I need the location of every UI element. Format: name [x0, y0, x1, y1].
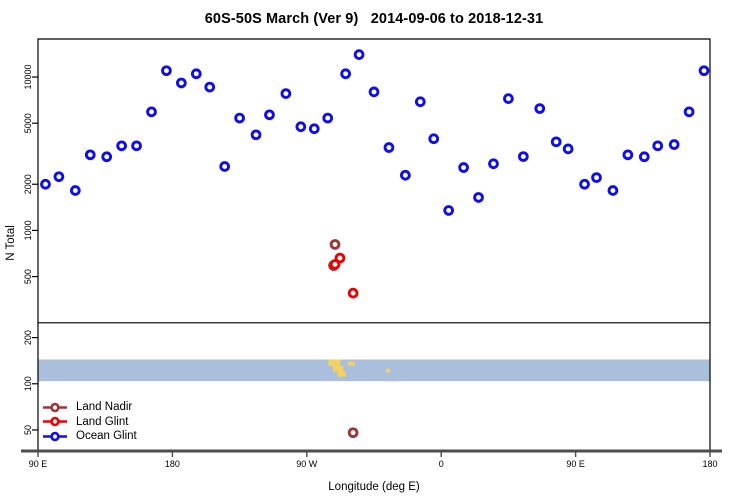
- data-point-ocean-glint: [53, 171, 65, 183]
- data-point-ocean-glint: [638, 151, 650, 163]
- data-point-ocean-glint: [84, 149, 96, 161]
- map-land-patch-south-georgia: [385, 368, 390, 373]
- data-point-ocean-glint: [40, 178, 51, 190]
- data-point-ocean-glint: [428, 133, 440, 145]
- data-point-ocean-glint: [190, 68, 202, 80]
- data-point-ocean-glint: [488, 158, 499, 170]
- data-point-ocean-glint: [176, 77, 187, 89]
- x-tick-label: 90 E: [566, 459, 585, 469]
- data-point-ocean-glint: [443, 205, 455, 216]
- data-point-ocean-glint: [591, 172, 602, 183]
- data-point-ocean-glint: [131, 140, 142, 152]
- data-point-land-nadir: [329, 239, 341, 250]
- legend-item-land-glint: Land Glint: [42, 415, 137, 430]
- data-point-ocean-glint: [234, 112, 245, 124]
- y-tick-label: 100: [23, 376, 33, 391]
- legend: Land Nadir Land Glint Ocean Glint: [42, 400, 137, 444]
- data-point-land-glint: [347, 287, 359, 299]
- data-point-ocean-glint: [340, 68, 351, 80]
- data-point-ocean-glint: [517, 151, 529, 162]
- map-ocean-band: [38, 359, 710, 382]
- data-point-ocean-glint: [368, 86, 380, 98]
- map-land-patch-patagonia-mid: [332, 365, 344, 372]
- data-point-ocean-glint: [698, 65, 710, 77]
- legend-item-ocean-glint: Ocean Glint: [42, 429, 137, 444]
- data-point-ocean-glint: [652, 140, 664, 152]
- data-point-ocean-glint: [550, 136, 562, 148]
- x-tick-label: 180: [165, 459, 180, 469]
- y-tick-label: 50: [23, 425, 33, 435]
- data-point-ocean-glint: [400, 169, 411, 181]
- data-point-ocean-glint: [579, 178, 590, 190]
- data-point-ocean-glint: [219, 161, 231, 172]
- y-axis-title: N Total: [5, 225, 17, 261]
- y-tick-label: 500: [23, 269, 33, 284]
- data-point-ocean-glint: [204, 81, 216, 93]
- y-tick-label: 200: [23, 330, 33, 345]
- map-land-patch-falkland-islands: [347, 361, 355, 366]
- y-tick-label: 1000: [23, 220, 33, 240]
- ocean-glint-marker-icon: [43, 431, 67, 442]
- land-nadir-marker-icon: [43, 402, 67, 412]
- data-point-ocean-glint: [353, 49, 365, 60]
- data-point-ocean-glint: [280, 88, 292, 99]
- data-point-ocean-glint: [101, 151, 113, 163]
- data-point-ocean-glint: [146, 106, 157, 118]
- data-point-land-nadir: [347, 427, 359, 439]
- data-point-ocean-glint: [503, 93, 514, 104]
- data-point-ocean-glint: [308, 123, 320, 135]
- x-axis-title: Longitude (deg E): [328, 481, 420, 493]
- data-point-ocean-glint: [668, 139, 680, 150]
- legend-label: Land Nadir: [76, 401, 133, 413]
- y-tick-label: 5000: [23, 113, 33, 133]
- legend-label: Land Glint: [76, 415, 129, 428]
- x-tick-label: 90 E: [29, 459, 48, 469]
- data-point-ocean-glint: [622, 149, 634, 161]
- x-tick-label: 90 W: [296, 459, 318, 469]
- data-point-ocean-glint: [458, 162, 469, 173]
- data-point-ocean-glint: [161, 65, 172, 77]
- data-point-ocean-glint: [607, 185, 619, 196]
- data-point-ocean-glint: [264, 109, 275, 121]
- land-glint-marker-icon: [43, 417, 67, 427]
- data-point-ocean-glint: [473, 192, 484, 203]
- legend-label: Ocean Glint: [76, 430, 137, 443]
- data-point-ocean-glint: [322, 112, 334, 124]
- legend-item-land-nadir: Land Nadir: [42, 400, 137, 415]
- x-tick-label: 0: [439, 459, 444, 469]
- y-tick-label: 10000: [23, 65, 33, 90]
- data-point-ocean-glint: [295, 121, 307, 133]
- data-point-ocean-glint: [69, 185, 81, 196]
- x-tick-label: 180: [702, 459, 717, 469]
- data-point-ocean-glint: [534, 103, 546, 114]
- chart-title: 60S-50S March (Ver 9) 2014-09-06 to 2018…: [204, 11, 544, 27]
- y-tick-label: 2000: [23, 174, 33, 194]
- data-point-ocean-glint: [383, 142, 395, 153]
- data-point-ocean-glint: [414, 96, 426, 108]
- data-point-ocean-glint: [116, 140, 127, 152]
- map-land-patch-patagonia-south: [337, 371, 346, 377]
- data-point-ocean-glint: [562, 143, 574, 155]
- map-land-patch-patagonia-north: [328, 359, 341, 366]
- data-point-ocean-glint: [250, 129, 262, 141]
- plot-frame: [37, 38, 711, 450]
- data-point-land-glint: [329, 259, 341, 270]
- data-point-ocean-glint: [683, 106, 695, 118]
